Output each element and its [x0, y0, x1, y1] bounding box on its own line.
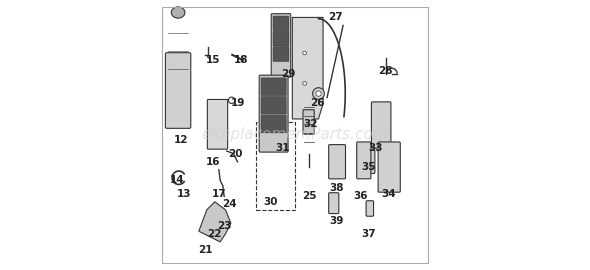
- Text: 17: 17: [212, 189, 226, 199]
- FancyBboxPatch shape: [365, 150, 375, 174]
- Text: eReplacementParts.com: eReplacementParts.com: [202, 127, 388, 143]
- FancyBboxPatch shape: [261, 115, 286, 133]
- FancyBboxPatch shape: [165, 53, 191, 128]
- Text: 21: 21: [198, 245, 213, 255]
- Text: 23: 23: [217, 221, 231, 231]
- FancyBboxPatch shape: [273, 47, 289, 61]
- Text: 36: 36: [353, 191, 368, 201]
- Text: 22: 22: [208, 229, 222, 239]
- Text: 32: 32: [304, 119, 318, 129]
- FancyBboxPatch shape: [261, 78, 286, 96]
- Text: 27: 27: [328, 12, 342, 22]
- Polygon shape: [199, 202, 231, 242]
- Text: 25: 25: [303, 191, 317, 201]
- FancyBboxPatch shape: [259, 75, 288, 152]
- FancyBboxPatch shape: [207, 99, 228, 149]
- FancyBboxPatch shape: [329, 193, 339, 214]
- Ellipse shape: [171, 7, 185, 18]
- FancyBboxPatch shape: [273, 31, 289, 46]
- Bar: [256, 122, 295, 210]
- FancyBboxPatch shape: [366, 201, 373, 216]
- Text: 30: 30: [264, 197, 278, 207]
- Text: 29: 29: [281, 69, 296, 79]
- Text: 33: 33: [368, 143, 382, 153]
- FancyBboxPatch shape: [329, 145, 346, 179]
- Text: 15: 15: [206, 55, 221, 65]
- Text: 26: 26: [310, 98, 325, 108]
- Text: 20: 20: [228, 149, 242, 159]
- Circle shape: [303, 82, 306, 85]
- Text: 38: 38: [329, 183, 343, 193]
- Circle shape: [313, 88, 324, 99]
- Text: 16: 16: [206, 157, 221, 167]
- Text: 13: 13: [177, 189, 191, 199]
- Circle shape: [303, 51, 306, 55]
- Text: 19: 19: [230, 98, 245, 108]
- FancyBboxPatch shape: [261, 97, 286, 114]
- FancyBboxPatch shape: [378, 142, 400, 192]
- Text: 37: 37: [361, 229, 376, 239]
- Text: 12: 12: [174, 135, 189, 145]
- Text: 39: 39: [329, 215, 343, 225]
- FancyBboxPatch shape: [271, 14, 291, 77]
- Circle shape: [316, 91, 321, 96]
- FancyBboxPatch shape: [357, 142, 371, 179]
- FancyBboxPatch shape: [372, 102, 391, 148]
- Text: 24: 24: [222, 200, 237, 210]
- Text: 18: 18: [234, 55, 249, 65]
- FancyBboxPatch shape: [273, 16, 289, 31]
- Text: 28: 28: [379, 66, 393, 76]
- Text: 35: 35: [361, 162, 376, 172]
- Text: 31: 31: [276, 143, 290, 153]
- Text: 34: 34: [381, 189, 396, 199]
- Circle shape: [228, 97, 235, 103]
- Text: 14: 14: [170, 176, 185, 185]
- FancyBboxPatch shape: [303, 110, 314, 134]
- Polygon shape: [292, 18, 323, 119]
